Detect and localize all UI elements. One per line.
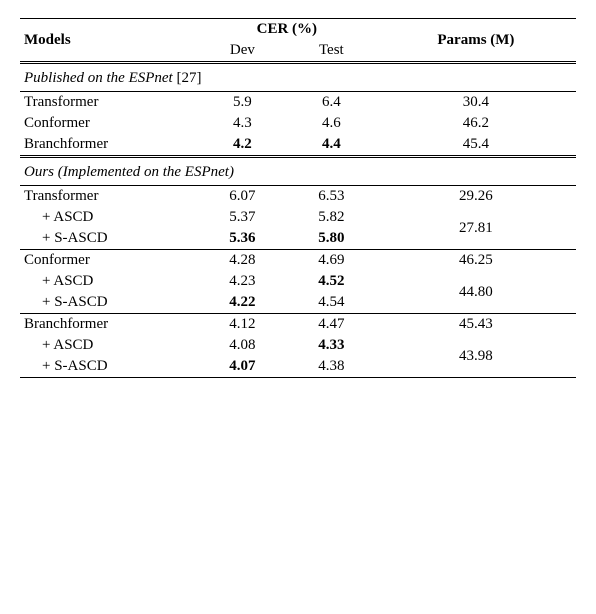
ours-transformer-sascd-dev: 5.36 xyxy=(198,228,287,250)
pub-branchformer-name: Branchformer xyxy=(20,134,198,157)
pub-transformer-name: Transformer xyxy=(20,92,198,114)
ours-branchformer-sascd-dev: 4.07 xyxy=(198,356,287,378)
ours-transformer-name: Transformer xyxy=(20,186,198,208)
ours-conformer-sascd-dev: 4.22 xyxy=(198,292,287,314)
ours-conformer-name: Conformer xyxy=(20,250,198,272)
section-published: Published on the ESPnet [27] xyxy=(20,63,576,92)
ours-branchformer-name: Branchformer xyxy=(20,314,198,336)
ours-branchformer-sascd-test: 4.38 xyxy=(287,356,376,378)
pub-branchformer-params: 45.4 xyxy=(376,134,576,157)
pub-conformer-test: 4.6 xyxy=(287,113,376,134)
ours-transformer-dev: 6.07 xyxy=(198,186,287,208)
ours-transformer-ascd-test: 5.82 xyxy=(287,207,376,228)
ours-transformer-sascd-name: + S-ASCD xyxy=(20,228,198,250)
header-cer: CER (%) xyxy=(198,19,376,41)
ours-conformer-ascd-test: 4.52 xyxy=(287,271,376,292)
ours-conformer-sascd-test: 4.54 xyxy=(287,292,376,314)
section-ours: Ours (Implemented on the ESPnet) xyxy=(20,157,576,186)
header-test: Test xyxy=(287,40,376,63)
ours-conformer-ascd-params: 44.80 xyxy=(376,271,576,314)
ours-branchformer-params: 45.43 xyxy=(376,314,576,336)
ours-branchformer-test: 4.47 xyxy=(287,314,376,336)
ours-conformer-ascd-name: + ASCD xyxy=(20,271,198,292)
ours-transformer-ascd-name: + ASCD xyxy=(20,207,198,228)
section-published-cite: [27] xyxy=(173,70,202,86)
header-models: Models xyxy=(20,19,198,63)
ours-branchformer-ascd-test: 4.33 xyxy=(287,335,376,356)
header-params: Params (M) xyxy=(376,19,576,63)
pub-conformer-name: Conformer xyxy=(20,113,198,134)
ours-branchformer-sascd-name: + S-ASCD xyxy=(20,356,198,378)
header-dev: Dev xyxy=(198,40,287,63)
ours-transformer-params: 29.26 xyxy=(376,186,576,208)
pub-conformer-dev: 4.3 xyxy=(198,113,287,134)
ours-transformer-ascd-params: 27.81 xyxy=(376,207,576,250)
ours-branchformer-ascd-dev: 4.08 xyxy=(198,335,287,356)
pub-transformer-params: 30.4 xyxy=(376,92,576,114)
ours-conformer-sascd-name: + S-ASCD xyxy=(20,292,198,314)
ours-branchformer-ascd-params: 43.98 xyxy=(376,335,576,378)
ours-conformer-test: 4.69 xyxy=(287,250,376,272)
ours-branchformer-ascd-name: + ASCD xyxy=(20,335,198,356)
ours-conformer-dev: 4.28 xyxy=(198,250,287,272)
results-table: Models CER (%) Params (M) Dev Test Publi… xyxy=(20,18,576,378)
pub-branchformer-test: 4.4 xyxy=(287,134,376,157)
ours-transformer-ascd-dev: 5.37 xyxy=(198,207,287,228)
ours-conformer-params: 46.25 xyxy=(376,250,576,272)
ours-branchformer-dev: 4.12 xyxy=(198,314,287,336)
ours-transformer-sascd-test: 5.80 xyxy=(287,228,376,250)
pub-branchformer-dev: 4.2 xyxy=(198,134,287,157)
ours-transformer-test: 6.53 xyxy=(287,186,376,208)
pub-transformer-dev: 5.9 xyxy=(198,92,287,114)
ours-conformer-ascd-dev: 4.23 xyxy=(198,271,287,292)
pub-conformer-params: 46.2 xyxy=(376,113,576,134)
section-published-text: Published on the ESPnet xyxy=(24,70,173,86)
pub-transformer-test: 6.4 xyxy=(287,92,376,114)
